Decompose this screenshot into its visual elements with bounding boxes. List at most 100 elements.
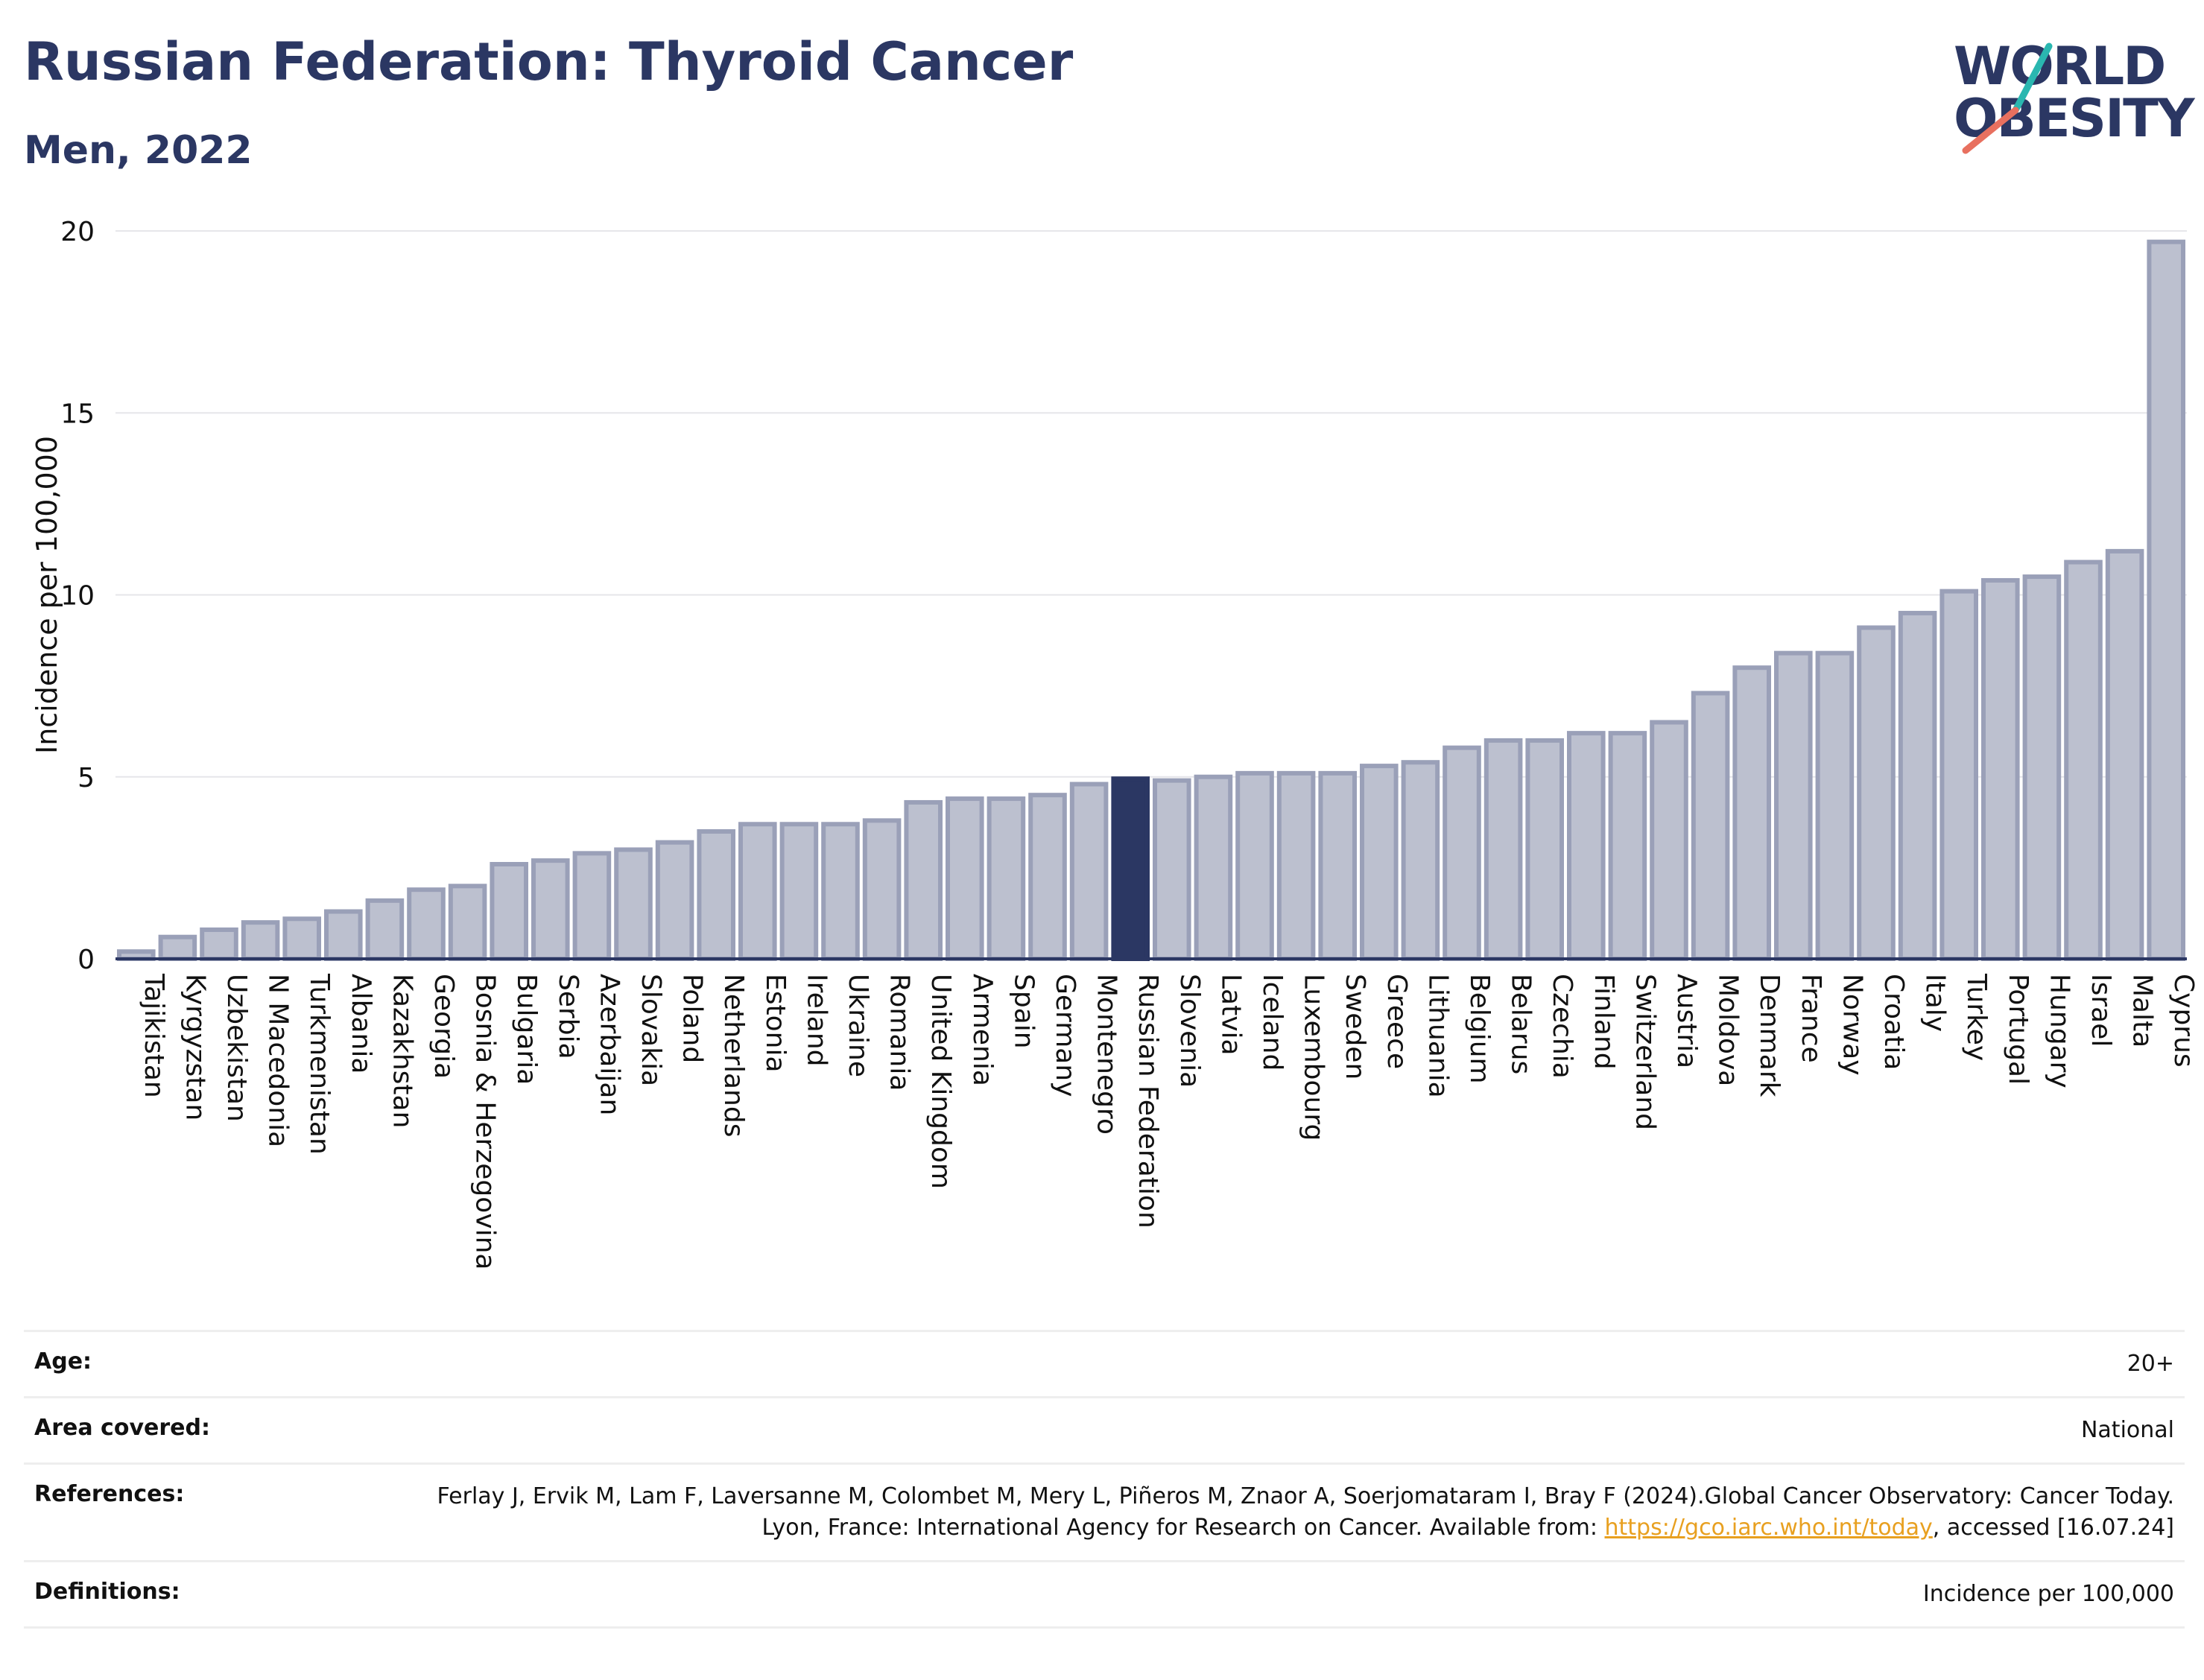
info-table: Age: 20+ Area covered: National Referenc… (24, 1330, 2185, 1629)
x-tick-label: Iceland (1257, 974, 1288, 1071)
x-tick-label: Ukraine (843, 974, 873, 1077)
bar (241, 920, 280, 962)
x-tick-label: Finland (1589, 974, 1619, 1070)
bar (1194, 774, 1233, 961)
bar (531, 858, 570, 961)
bar (2022, 574, 2062, 961)
area-value: National (2080, 1417, 2174, 1443)
references-link[interactable]: https://gco.iarc.who.int/today (1604, 1515, 1933, 1541)
info-row-age: Age: 20+ (24, 1330, 2185, 1396)
x-tick-label: Greece (1381, 974, 1412, 1069)
bar (862, 818, 902, 961)
x-tick-label: Poland (677, 974, 708, 1063)
bar (448, 884, 487, 961)
x-tick-label: Germany (1050, 974, 1080, 1097)
x-tick-label: Slovenia (1174, 974, 1205, 1088)
bar (365, 898, 405, 962)
y-tick-label: 15 (60, 399, 95, 429)
bar (572, 851, 612, 962)
bar (1939, 589, 1978, 961)
bar (1153, 778, 1191, 962)
area-label: Area covered: (34, 1415, 210, 1441)
x-tick-label: Israel (2086, 974, 2116, 1047)
bar-chart: 0 5 10 15 20 Incidence per 100,000 Tajikistan K… (31, 217, 2199, 1269)
x-tick-label: Cyprus (2168, 974, 2199, 1068)
y-tick-label: 20 (60, 217, 95, 247)
x-tick-label: Spain (1008, 974, 1039, 1049)
bar (779, 822, 819, 961)
bar (200, 927, 238, 961)
x-tick-label: Turkey (1961, 973, 1992, 1061)
bar (407, 887, 446, 961)
y-tick-label: 10 (60, 581, 95, 612)
bar (1069, 782, 1109, 962)
x-tick-label: Czechia (1547, 974, 1577, 1079)
x-tick-label: Montenegro (1092, 974, 1122, 1135)
definitions-label: Definitions: (34, 1579, 180, 1605)
bar (738, 822, 777, 961)
x-tick-label: Lithuania (1422, 974, 1453, 1098)
references-value: Ferlay J, Ervik M, Lam F, Laversanne M, … (416, 1481, 2174, 1544)
logo-text-obesity: OBESITY (1954, 88, 2195, 149)
x-tick-label: Sweden (1340, 974, 1370, 1080)
x-tick-label: Latvia (1215, 974, 1246, 1056)
x-tick-label: Luxembourg (1299, 974, 1329, 1141)
bar (1857, 625, 1896, 962)
x-tick-label: N Macedonia (263, 974, 294, 1147)
x-tick-label: Georgia (428, 974, 459, 1079)
info-row-references: References: Ferlay J, Ervik M, Lam F, La… (24, 1462, 2185, 1560)
bar (904, 799, 943, 961)
bar (614, 847, 653, 962)
x-tick-label: Slovakia (636, 974, 666, 1086)
x-tick-label: Malta (2127, 974, 2158, 1047)
x-tick-label: Kazakhstan (387, 974, 417, 1128)
x-tick-label: Uzbekistan (221, 974, 252, 1122)
bar (1443, 745, 1481, 961)
bar (1360, 764, 1399, 961)
x-tick-label: Croatia (1878, 974, 1909, 1070)
x-tick-label: Tajikistan (139, 973, 169, 1098)
x-tick-label: Hungary (2044, 974, 2074, 1088)
info-row-area: Area covered: National (24, 1396, 2185, 1462)
definitions-value: Incidence per 100,000 (1922, 1581, 2174, 1607)
x-tick-label: Belgium (1464, 974, 1495, 1084)
bar (946, 796, 984, 961)
x-tick-label: Bulgaria (511, 974, 542, 1085)
bar (158, 934, 197, 962)
bar (490, 861, 528, 961)
x-tick-label: Armenia (967, 974, 998, 1086)
references-accessed: , accessed [16.07.24] (1932, 1515, 2174, 1541)
bar (1235, 770, 1274, 961)
bar (282, 916, 321, 962)
bar (987, 796, 1026, 961)
age-label: Age: (34, 1348, 92, 1375)
world-obesity-logo: WORLD OBESITY (1937, 30, 2195, 164)
x-tick-label: Azerbaijan (594, 974, 624, 1115)
bar (1401, 760, 1440, 962)
bar (1650, 720, 1688, 961)
bar (1318, 770, 1357, 961)
bar (821, 822, 860, 961)
x-tick-label: United Kingdom (925, 974, 956, 1189)
logo-text-world: WORLD (1954, 36, 2166, 97)
page-title: Russian Federation: Thyroid Cancer (24, 31, 1074, 92)
bar (2064, 560, 2103, 962)
bar (1608, 731, 1647, 961)
x-tick-label: Belarus (1506, 974, 1536, 1074)
bar (1028, 793, 1067, 961)
x-tick-label: Portugal (2003, 974, 2033, 1085)
y-tick-label: 5 (77, 763, 95, 793)
bar (697, 829, 735, 962)
bar (1483, 738, 1523, 962)
x-tick-label: Serbia (553, 974, 583, 1059)
bar (1111, 776, 1150, 961)
bar (1815, 650, 1855, 961)
y-axis-label: Incidence per 100,000 (31, 436, 63, 754)
x-tick-label: Ireland (801, 974, 832, 1067)
x-tick-label: Romania (884, 974, 915, 1091)
bar (1525, 738, 1564, 962)
bar (655, 840, 694, 961)
info-row-definitions: Definitions: Incidence per 100,000 (24, 1560, 2185, 1629)
x-tick-label: Austria (1671, 974, 1702, 1068)
x-tick-label: Bosnia & Herzegovina (470, 974, 501, 1269)
